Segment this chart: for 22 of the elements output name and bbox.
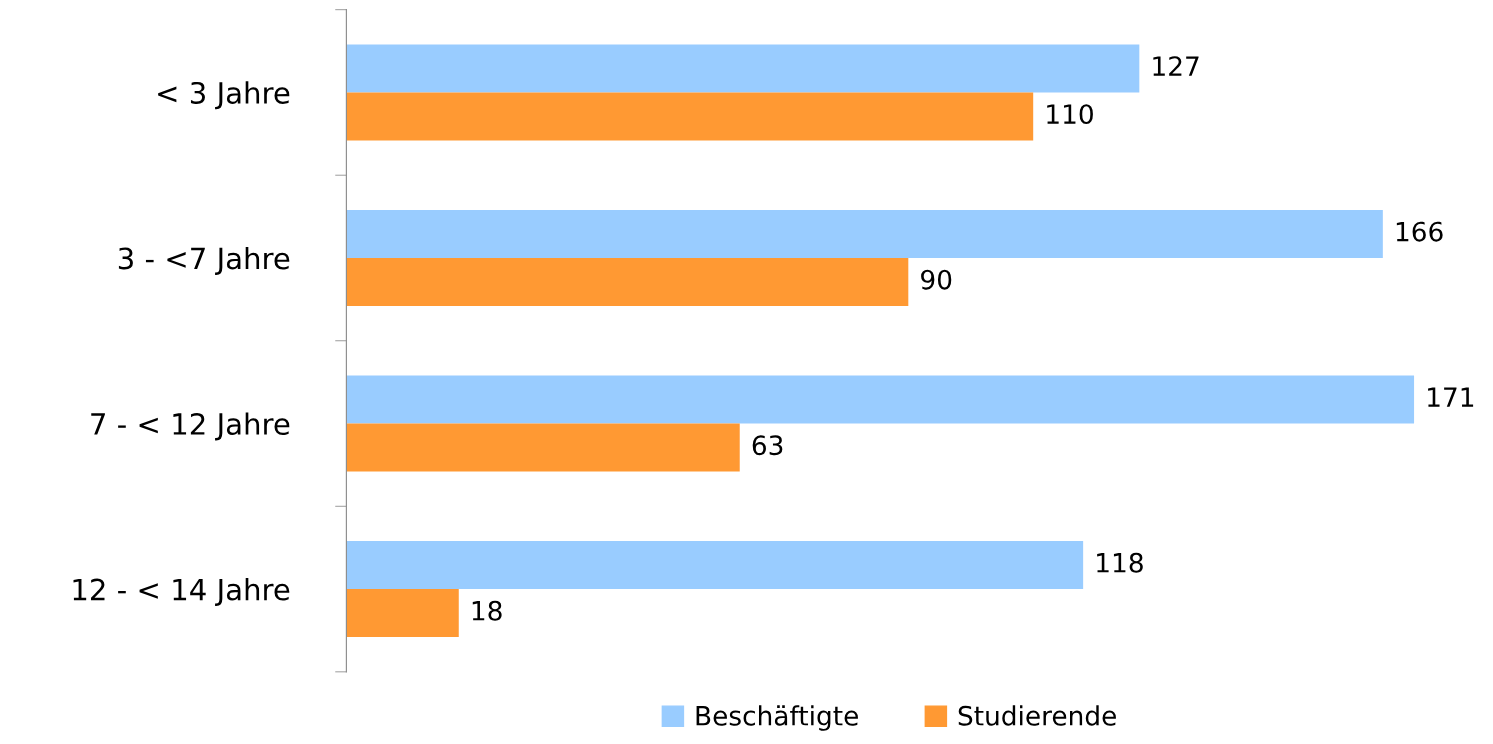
legend-label: Beschäftigte — [696, 705, 858, 731]
y-tick-label: < 3 Jahre — [158, 81, 290, 110]
bar — [346, 423, 740, 472]
data-label: 171 — [1428, 387, 1474, 407]
bar — [346, 92, 1034, 141]
bar — [346, 209, 1383, 258]
data-label: 118 — [1097, 552, 1143, 573]
y-tick-label: 12 - < 14 Jahre — [73, 577, 290, 606]
bar — [346, 375, 1415, 424]
legend-label: Studierende — [958, 705, 1116, 726]
y-tick-label: 3 - <7 Jahre — [118, 246, 290, 275]
y-tick-label: 7 - < 12 Jahre — [91, 412, 290, 441]
data-label: 63 — [752, 435, 783, 456]
data-label: 90 — [921, 269, 952, 290]
data-label: 110 — [1047, 104, 1093, 125]
data-label: 18 — [472, 600, 502, 621]
bar — [346, 589, 459, 638]
bar — [346, 257, 909, 306]
data-label: 127 — [1153, 56, 1199, 76]
bar — [346, 541, 1084, 590]
bar — [346, 44, 1140, 93]
data-label: 166 — [1396, 221, 1443, 242]
